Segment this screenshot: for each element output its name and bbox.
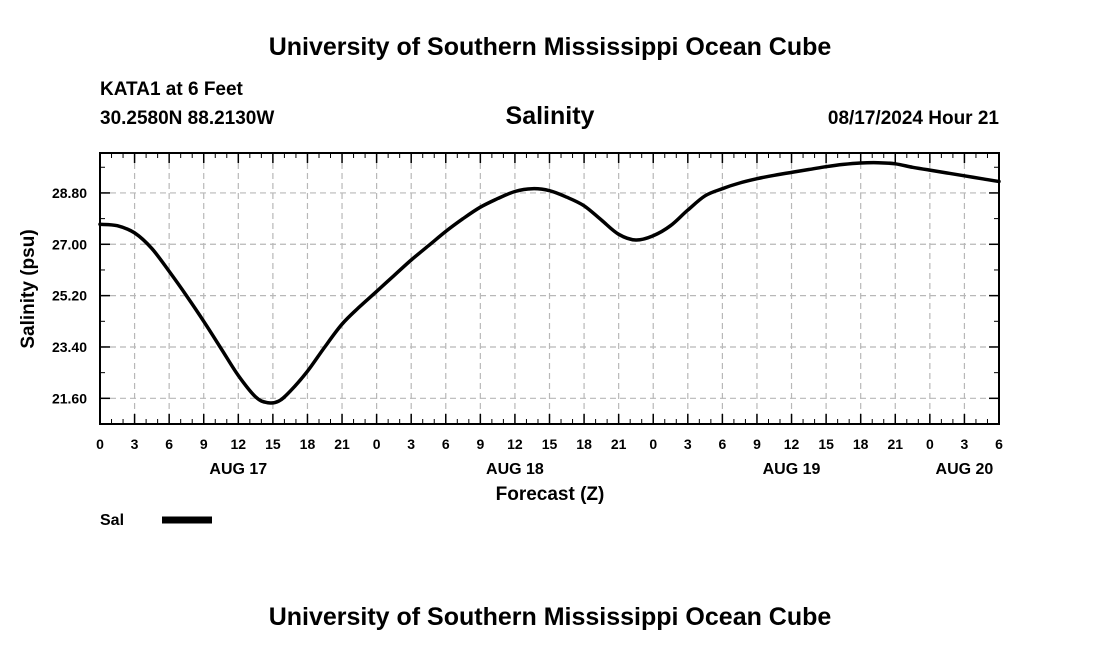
x-tick-label: 6 xyxy=(718,436,726,452)
timestamp-label: 08/17/2024 Hour 21 xyxy=(828,108,1000,129)
x-tick-label: 18 xyxy=(300,436,316,452)
x-tick-label: 12 xyxy=(231,436,247,452)
x-tick-label: 9 xyxy=(476,436,484,452)
date-label: AUG 19 xyxy=(763,461,821,478)
legend-label: Sal xyxy=(100,512,124,529)
page-title: University of Southern Mississippi Ocean… xyxy=(269,33,832,61)
x-tick-label: 9 xyxy=(753,436,761,452)
y-tick-label: 25.20 xyxy=(52,288,87,304)
date-label: AUG 17 xyxy=(209,461,267,478)
x-tick-label: 18 xyxy=(576,436,592,452)
y-tick-label: 28.80 xyxy=(52,185,87,201)
coordinates-label: 30.2580N 88.2130W xyxy=(100,108,274,129)
series-line-sal xyxy=(98,160,1001,405)
x-tick-label: 12 xyxy=(784,436,800,452)
x-tick-label: 21 xyxy=(887,436,903,452)
x-tick-label: 3 xyxy=(961,436,969,452)
x-tick-label: 3 xyxy=(407,436,415,452)
y-tick-label: 27.00 xyxy=(52,236,87,252)
x-axis-ticks: 0 3 6 9 12 15 18 21 0 3 6 9 12 15 18 21 0 3 6 9 12 15 18 21 0 3 6A… xyxy=(96,153,1003,478)
x-tick-label: 0 xyxy=(926,436,934,452)
x-tick-label: 21 xyxy=(611,436,627,452)
y-axis-ticks: 21.60 23.40 25.20 27.00 28.80 xyxy=(52,166,999,425)
y-tick-label: 23.40 xyxy=(52,339,87,355)
y-axis-label: Salinity (psu) xyxy=(18,229,39,348)
date-label: AUG 18 xyxy=(486,461,544,478)
plot-frame xyxy=(99,152,1000,425)
station-label: KATA1 at 6 Feet xyxy=(100,79,244,100)
x-tick-label: 0 xyxy=(96,436,104,452)
x-tick-label: 15 xyxy=(542,436,558,452)
x-tick-label: 3 xyxy=(131,436,139,452)
x-tick-label: 15 xyxy=(265,436,281,452)
x-tick-label: 18 xyxy=(853,436,869,452)
x-tick-label: 6 xyxy=(442,436,450,452)
series-layer xyxy=(98,160,1001,405)
x-tick-label: 6 xyxy=(165,436,173,452)
footer-title: University of Southern Mississippi Ocean… xyxy=(269,603,832,631)
date-label: AUG 20 xyxy=(936,461,994,478)
x-tick-label: 0 xyxy=(373,436,381,452)
grid-lines xyxy=(100,153,999,424)
x-tick-label: 6 xyxy=(995,436,1003,452)
x-tick-label: 15 xyxy=(818,436,834,452)
x-axis-label: Forecast (Z) xyxy=(496,484,605,505)
x-tick-label: 9 xyxy=(200,436,208,452)
x-tick-label: 3 xyxy=(684,436,692,452)
x-tick-label: 21 xyxy=(334,436,350,452)
x-tick-label: 0 xyxy=(649,436,657,452)
y-tick-label: 21.60 xyxy=(52,390,87,406)
x-tick-label: 12 xyxy=(507,436,523,452)
chart-title: Salinity xyxy=(506,102,595,130)
